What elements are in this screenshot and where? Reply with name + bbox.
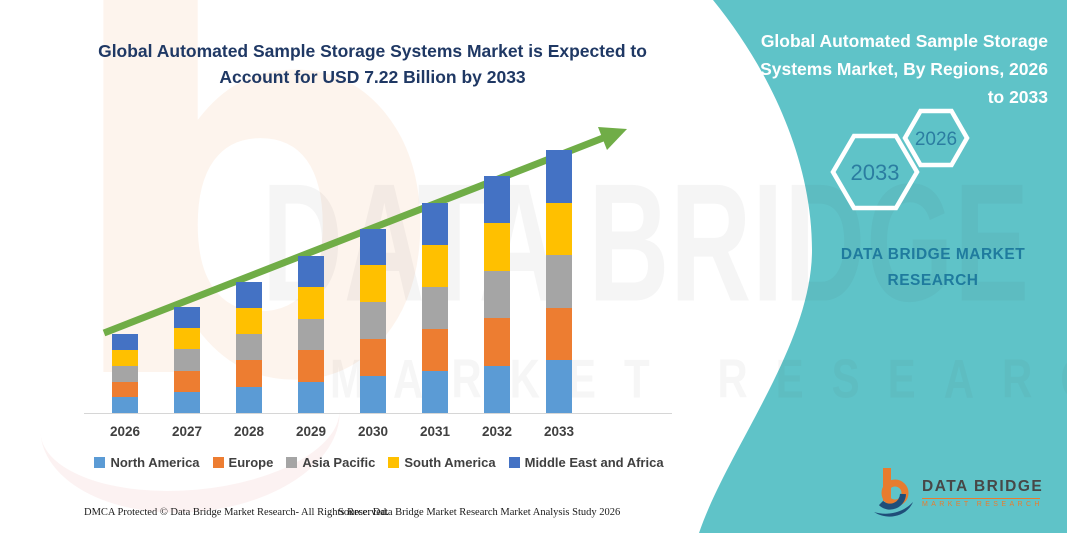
bar-segment-south-america: [174, 328, 200, 350]
bar-segment-middle-east-and-africa: [112, 334, 138, 351]
legend-item-north-america: North America: [94, 455, 200, 470]
legend-label: Europe: [228, 455, 274, 470]
bar-segment-middle-east-and-africa: [484, 175, 510, 224]
bar-segment-middle-east-and-africa: [174, 307, 200, 329]
legend-item-middle-east-and-africa: Middle East and Africa: [508, 455, 664, 470]
bar-segment-south-america: [298, 287, 324, 319]
bar-segment-middle-east-and-africa: [546, 150, 572, 203]
legend-swatch: [286, 457, 298, 468]
axis-label-2030: 2030: [357, 424, 389, 439]
legend-label: North America: [110, 455, 200, 470]
legend-swatch: [94, 457, 106, 468]
legend-item-south-america: South America: [388, 455, 496, 470]
bar-segment-north-america: [546, 360, 572, 413]
bar-segment-south-america: [360, 265, 386, 303]
bar-segment-europe: [546, 307, 572, 361]
x-axis-line: [84, 413, 672, 414]
hexagon-2033-label: 2033: [851, 160, 900, 185]
bar-segment-middle-east-and-africa: [236, 281, 262, 308]
bar-segment-south-america: [422, 244, 448, 287]
bar-segment-middle-east-and-africa: [422, 202, 448, 245]
legend-swatch: [212, 457, 224, 468]
axis-label-2029: 2029: [295, 424, 327, 439]
axis-label-2031: 2031: [419, 424, 451, 439]
bar-2032: [484, 175, 510, 413]
bar-segment-asia-pacific: [484, 270, 510, 319]
legend-label: Middle East and Africa: [524, 455, 664, 470]
bar-segment-europe: [112, 381, 138, 398]
bar-2028: [236, 281, 262, 413]
bar-segment-south-america: [236, 307, 262, 335]
source-text: Source: Data Bridge Market Research Mark…: [338, 507, 621, 518]
bar-2030: [360, 228, 386, 413]
bar-segment-south-america: [484, 223, 510, 271]
bar-segment-north-america: [112, 397, 138, 413]
brand-name-panel: DATA BRIDGE MARKET RESEARCH: [840, 246, 1026, 289]
bar-segment-europe: [484, 318, 510, 366]
year-hexagons: 2026 2033: [830, 108, 970, 211]
bar-segment-asia-pacific: [360, 302, 386, 340]
logo-name: DATA BRIDGE: [922, 478, 1044, 495]
bar-segment-asia-pacific: [298, 318, 324, 351]
axis-label-2026: 2026: [109, 424, 141, 439]
axis-label-2027: 2027: [171, 424, 203, 439]
bar-segment-europe: [422, 328, 448, 371]
side-panel-title: Global Automated Sample Storage Systems …: [760, 31, 1048, 107]
bar-segment-north-america: [360, 376, 386, 413]
bar-2026: [112, 334, 138, 413]
bar-segment-north-america: [298, 381, 324, 413]
bar-segment-middle-east-and-africa: [360, 228, 386, 266]
hexagon-2033: 2033: [830, 133, 920, 211]
bar-segment-north-america: [484, 365, 510, 413]
bar-2033: [546, 150, 572, 413]
hexagon-2026: 2026: [902, 108, 970, 168]
bar-segment-south-america: [112, 350, 138, 366]
legend-label: Asia Pacific: [302, 455, 376, 470]
bar-segment-europe: [360, 339, 386, 377]
legend-label: South America: [404, 455, 496, 470]
bar-segment-north-america: [174, 391, 200, 413]
bar-segment-middle-east-and-africa: [298, 255, 324, 288]
bar-2029: [298, 255, 324, 413]
legend-item-asia-pacific: Asia Pacific: [286, 455, 375, 470]
copyright-text: DMCA Protected © Data Bridge Market Rese…: [84, 507, 389, 518]
bar-segment-asia-pacific: [546, 255, 572, 308]
logo-divider: [922, 498, 1040, 499]
bar-segment-south-america: [546, 202, 572, 256]
bar-2027: [174, 307, 200, 413]
chart-legend: North America Europe Asia Pacific South Ame…: [84, 455, 674, 470]
bar-segment-europe: [298, 350, 324, 382]
axis-label-2033: 2033: [543, 424, 575, 439]
page-title: Global Automated Sample Storage Systems …: [98, 41, 647, 87]
data-bridge-logo-icon: [874, 468, 913, 517]
bar-segment-asia-pacific: [112, 365, 138, 382]
bar-segment-europe: [236, 360, 262, 387]
bar-segment-north-america: [422, 370, 448, 413]
bar-segment-asia-pacific: [422, 286, 448, 329]
logo-text: DATA BRIDGE MARKET RESEARCH: [922, 466, 1043, 508]
bar-2031: [422, 202, 448, 413]
legend-swatch: [388, 457, 400, 468]
hexagon-2026-label: 2026: [915, 129, 957, 150]
axis-label-2028: 2028: [233, 424, 265, 439]
logo-subtitle: MARKET RESEARCH: [922, 501, 1043, 508]
data-bridge-logo: DATA BRIDGE MARKET RESEARCH: [872, 466, 1043, 520]
legend-item-europe: Europe: [212, 455, 274, 470]
axis-label-2032: 2032: [481, 424, 513, 439]
bar-segment-asia-pacific: [174, 349, 200, 371]
bar-segment-north-america: [236, 386, 262, 413]
legend-swatch: [508, 457, 520, 468]
bar-segment-europe: [174, 370, 200, 392]
bar-segment-asia-pacific: [236, 334, 262, 361]
